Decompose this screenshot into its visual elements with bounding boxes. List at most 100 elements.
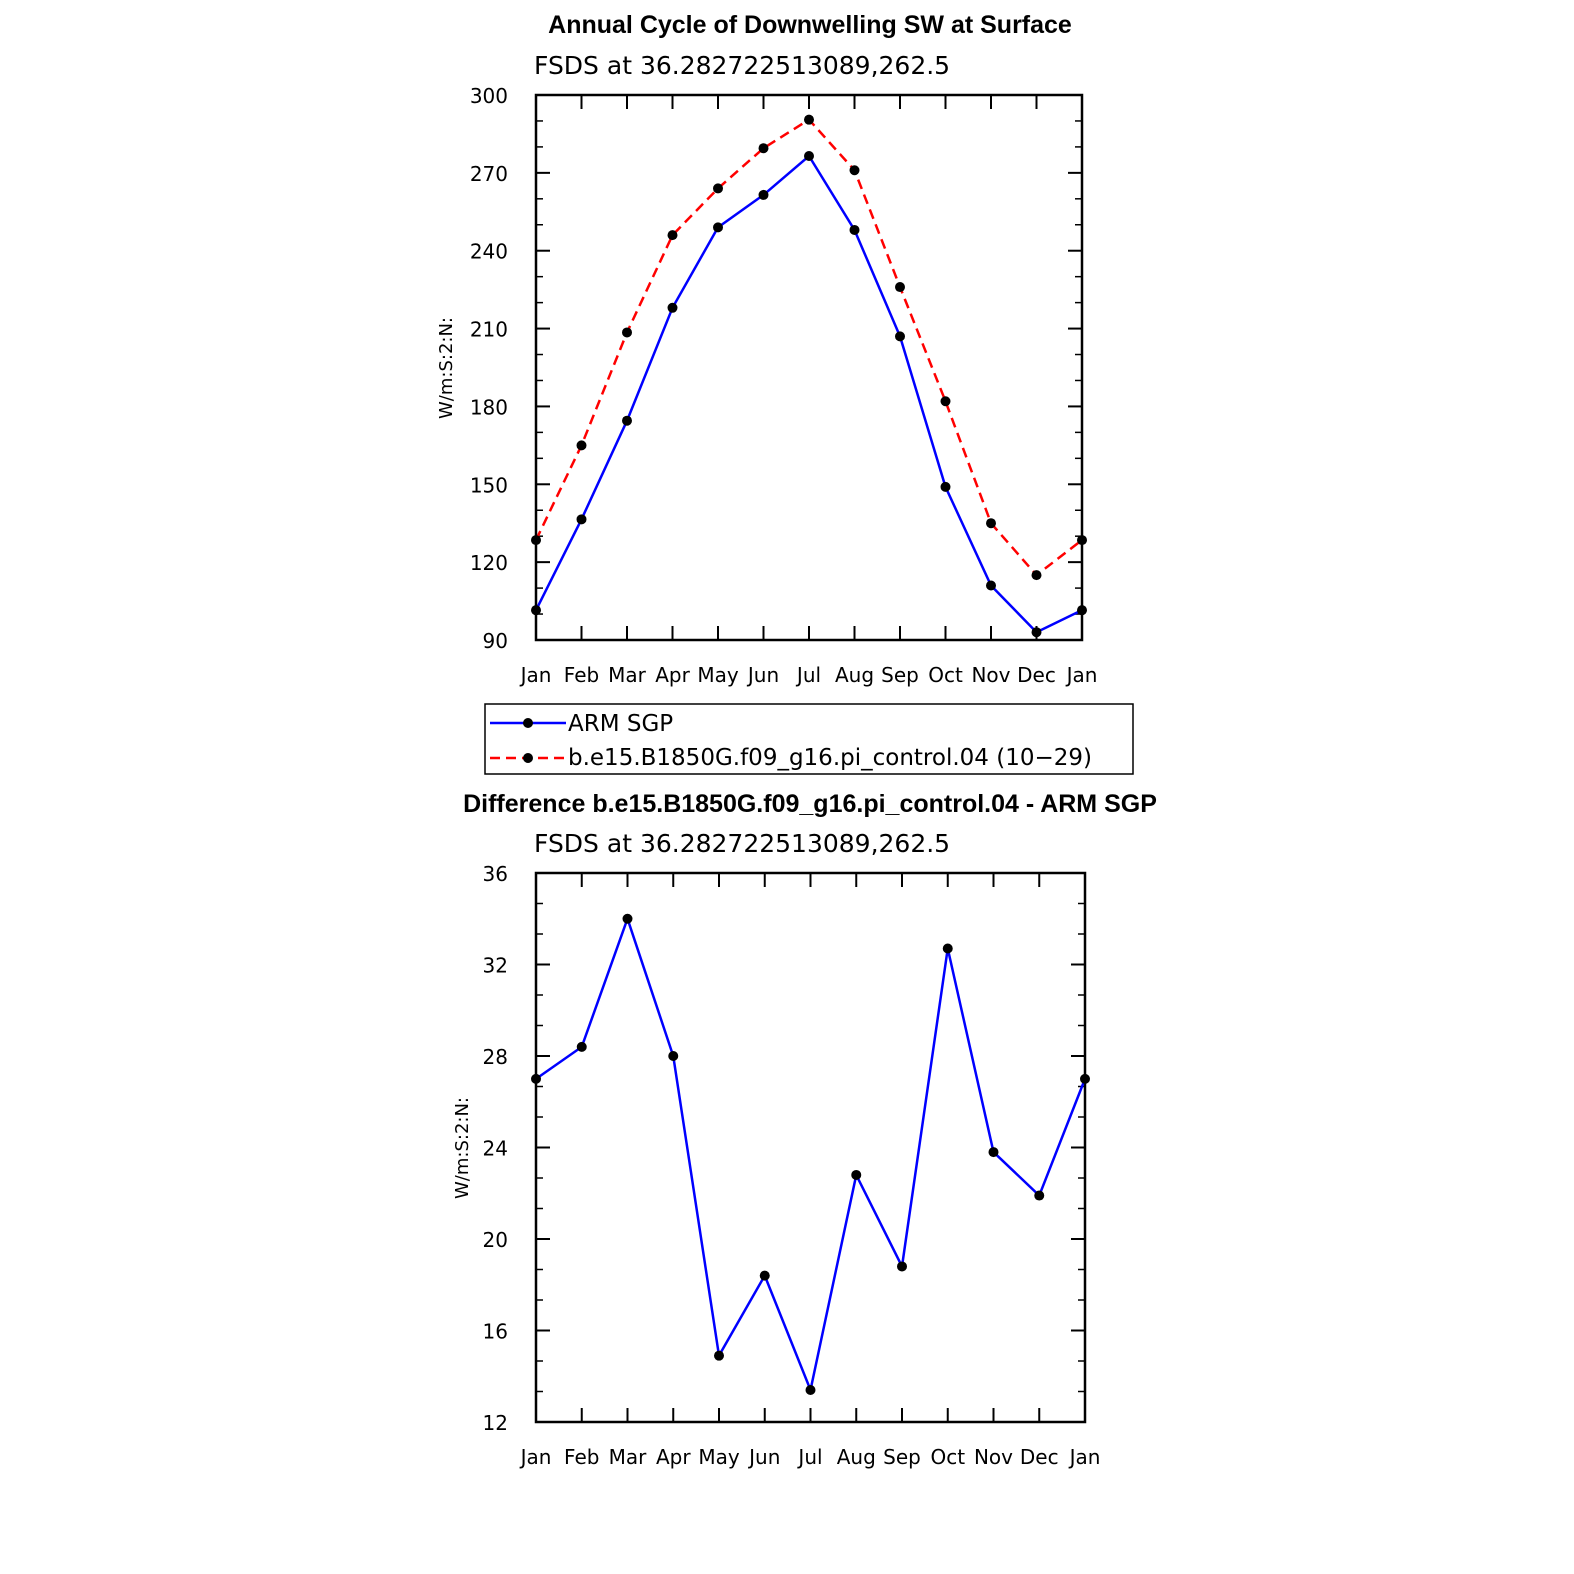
legend-marker-model (523, 753, 533, 763)
chart1-xtick-label: Aug (835, 663, 874, 687)
legend-box (484, 703, 1134, 775)
chart1-ytick-label: 240 (470, 240, 508, 264)
chart2-ytick-label: 12 (483, 1411, 508, 1435)
chart1-xtick-label: Mar (608, 663, 647, 687)
chart1-ytick-label: 180 (470, 395, 508, 419)
chart2-series-0-point (942, 943, 953, 954)
chart1-xtick-label: Feb (564, 663, 599, 687)
chart1-series-1-point (804, 114, 814, 125)
chart1-series-0-point (758, 189, 769, 200)
chart2-ytick-label: 36 (483, 862, 508, 886)
chart1-ylabel: W/m:S:2:N: (436, 317, 457, 419)
chart1-subtitle: FSDS at 36.282722513089,262.5 (534, 51, 950, 80)
chart2-xtick-label: Mar (609, 1445, 648, 1469)
chart1-xtick-label: Jun (746, 663, 779, 687)
chart2-xtick-label: Jul (796, 1445, 822, 1469)
chart1-xtick-label: Sep (881, 663, 919, 687)
chart2-series-0-line (535, 914, 1087, 1395)
chart1-xtick-label: Jan (1065, 663, 1098, 687)
chart1-series-1-point (940, 396, 951, 407)
chart1-series-0-point (576, 514, 587, 525)
chart1-series-1-point (986, 518, 996, 529)
chart2-ytick-label: 16 (483, 1320, 508, 1344)
chart2-plot: Jan Feb Mar Apr May Jun Jul Aug Sep Oct Nov Dec Jan 1… (483, 862, 1101, 1469)
chart1-ytick-label: 300 (470, 84, 508, 108)
chart1-series-1-point (622, 327, 632, 338)
chart2-series-0-point (714, 1350, 724, 1361)
chart1-series-1-point (667, 230, 678, 241)
chart1-series-0-point (849, 224, 860, 235)
chart1-series-0-point (804, 150, 814, 161)
chart2-subtitle: FSDS at 36.282722513089,262.5 (534, 829, 950, 858)
chart1-xtick-label: Jul (795, 663, 821, 687)
chart2-ytick-label: 24 (483, 1137, 508, 1161)
chart1-series-1-point (1077, 535, 1087, 546)
chart1-xtick-label: May (697, 663, 739, 687)
chart2-title: Difference b.e15.B1850G.f09_g16.pi_contr… (463, 790, 1157, 818)
chart2-ytick-label: 32 (483, 954, 508, 978)
chart2-xtick-label: Sep (883, 1445, 921, 1469)
chart2-series-0-point (531, 1073, 541, 1084)
chart1-series-0-line (534, 154, 1083, 634)
chart1-series-0-point (895, 331, 905, 342)
chart1-series-1-point (576, 440, 587, 451)
chart2-series-0-point (851, 1169, 862, 1180)
chart1-series-1-point (1031, 570, 1042, 581)
chart2-frame (534, 871, 1087, 1424)
chart1-ytick-label: 120 (470, 551, 508, 575)
chart1-series-0-point (531, 605, 541, 616)
chart1-frame (534, 93, 1084, 642)
chart1-plot: Jan Feb Mar Apr May Jun Jul Aug Sep Oct Nov Dec Jan 9… (470, 84, 1098, 687)
chart1-series-1-point (713, 183, 723, 194)
chart2-series-0-point (988, 1147, 999, 1158)
chart1-xtick-label: Oct (928, 663, 963, 687)
chart2-xtick-label: Apr (656, 1445, 691, 1469)
chart2-series-0-point (622, 913, 633, 924)
chart2-series-0-point (576, 1041, 587, 1052)
chart2-series-0-point (1080, 1073, 1090, 1084)
chart1-series-1-point (849, 165, 860, 176)
chart1-series-0-point (1077, 605, 1087, 616)
chart2-series-0-point (1034, 1190, 1045, 1201)
chart1-series-1-point (895, 282, 905, 293)
legend-label-arm-sgp: ARM SGP (568, 711, 673, 737)
chart2-series-0-point (897, 1261, 907, 1272)
chart2-xtick-label: Feb (564, 1445, 599, 1469)
chart1-xtick-label: Apr (655, 663, 690, 687)
chart2-xtick-label: Oct (930, 1445, 965, 1469)
chart2-series-0-point (805, 1384, 816, 1395)
chart1-ytick-label: 270 (470, 162, 508, 186)
chart1-series-0-point (622, 415, 632, 426)
chart1-series-0-point (1031, 627, 1042, 638)
chart1-series-1-point (758, 143, 769, 154)
chart1-series-1-line (534, 118, 1083, 577)
chart2-xtick-label: Aug (837, 1445, 876, 1469)
legend-marker-arm-sgp (523, 718, 533, 728)
chart2-xtick-label: Jan (1068, 1445, 1101, 1469)
legend: ARM SGP b.e15.B1850G.f09_g16.pi_control.… (484, 703, 1134, 775)
chart2-ytick-label: 28 (483, 1045, 508, 1069)
chart2-series-0-point (668, 1051, 679, 1061)
chart1-ytick-label: 90 (483, 629, 508, 653)
chart1-ytick-label: 210 (470, 318, 508, 342)
chart1-series-0-point (667, 302, 678, 313)
chart2-xtick-label: Jan (519, 1445, 552, 1469)
chart2-xtick-label: Jun (747, 1445, 780, 1469)
chart2-ylabel: W/m:S:2:N: (452, 1097, 473, 1199)
chart1-series-0-point (713, 222, 723, 233)
chart1-series-1-point (531, 535, 541, 546)
chart1-xtick-label: Jan (519, 663, 552, 687)
chart1-title: Annual Cycle of Downwelling SW at Surfac… (548, 11, 1072, 39)
chart2-xtick-label: Nov (974, 1445, 1013, 1469)
chart2-xtick-label: May (698, 1445, 740, 1469)
chart1-xtick-label: Nov (971, 663, 1010, 687)
chart2-xtick-label: Dec (1020, 1445, 1059, 1469)
chart1-series-0-point (986, 580, 996, 591)
chart1-ytick-label: 150 (470, 473, 508, 497)
chart1-xtick-label: Dec (1017, 663, 1056, 687)
chart1-series-0-point (940, 481, 951, 492)
chart2-series-0-point (759, 1270, 770, 1281)
chart2-ytick-label: 20 (483, 1228, 508, 1252)
legend-label-model: b.e15.B1850G.f09_g16.pi_control.04 (10−2… (568, 745, 1092, 771)
